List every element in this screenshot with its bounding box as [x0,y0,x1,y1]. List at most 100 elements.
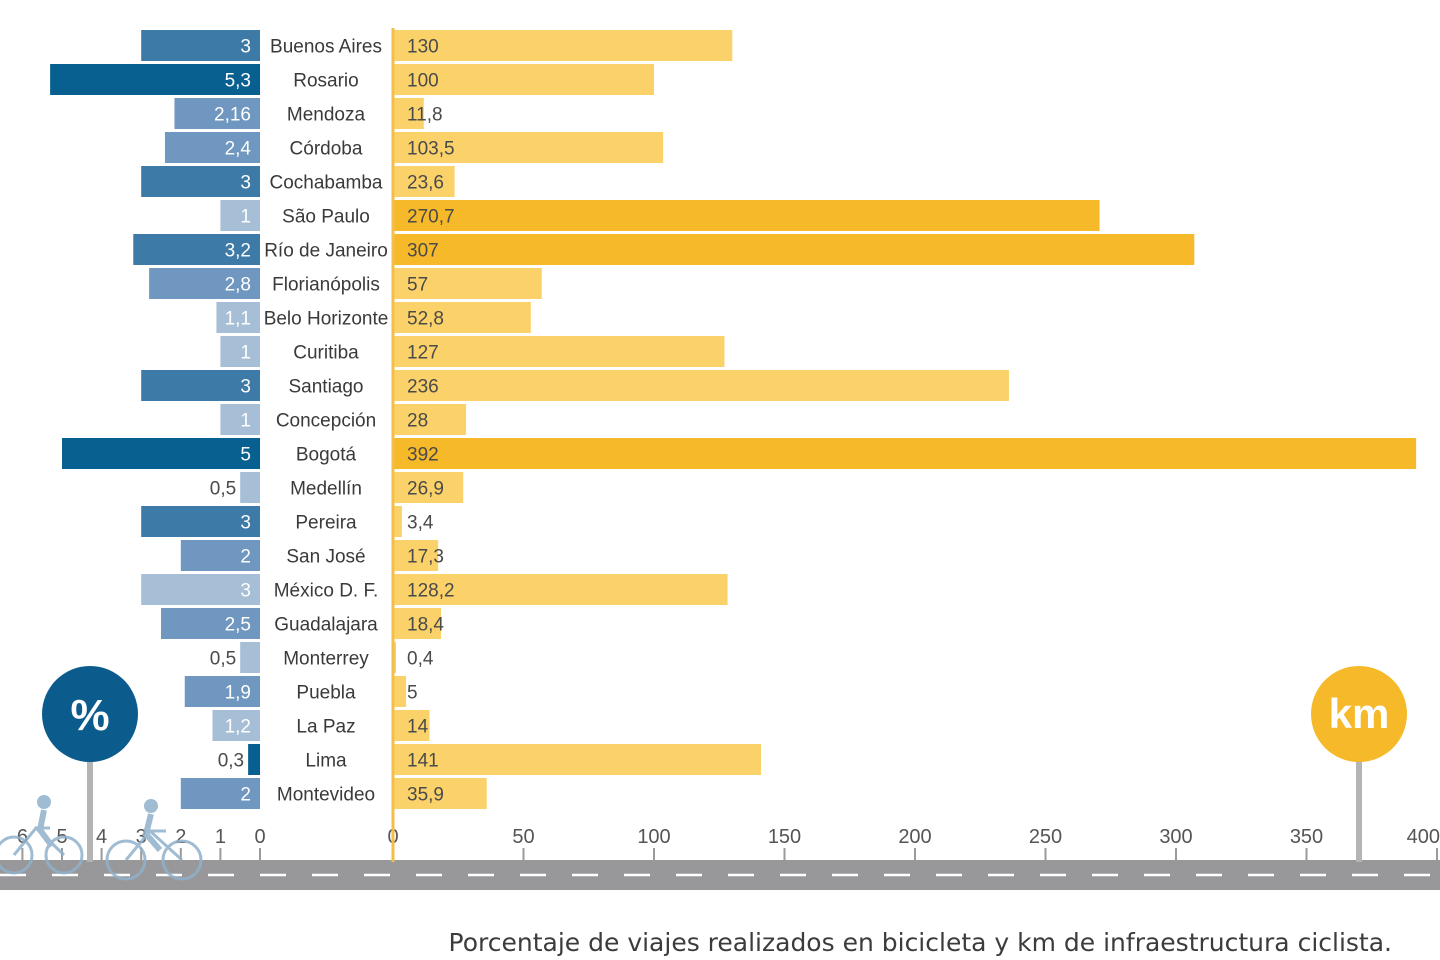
city-label: Río de Janeiro [264,241,388,262]
percent-value-label: 2 [240,785,251,806]
city-label: Florianópolis [272,275,380,296]
km-bar [393,506,402,537]
city-label: Belo Horizonte [264,309,389,330]
right-axis-tick-label: 250 [1029,826,1062,848]
km-bar [393,472,464,503]
percent-bar [141,30,260,61]
percent-value-label: 5,3 [225,71,251,92]
city-label: México D. F. [274,581,379,602]
percent-value-label: 3 [240,513,251,534]
percent-bar [180,778,260,809]
percent-value-label: 0,3 [218,751,244,772]
percent-value-label: 3 [240,37,251,58]
km-bars [393,30,1417,809]
right-axis-tick-label: 350 [1290,826,1323,848]
chart-caption: Porcentaje de viajes realizados en bicic… [449,928,1392,957]
km-bar [393,574,728,605]
percent-bar [220,336,260,367]
km-bar [393,540,439,571]
km-bar [393,200,1100,231]
left-axis-tick-label: 2 [175,826,186,848]
km-value-label: 100 [407,71,439,92]
city-label: São Paulo [282,207,370,228]
km-bar [393,676,407,707]
percent-value-label: 3 [240,173,251,194]
left-axis-tick-label: 6 [17,826,28,848]
km-value-label: 18,4 [407,615,444,636]
km-bar [393,302,531,333]
percent-bar [212,710,260,741]
percent-bar [180,540,260,571]
km-badge-label: km [1329,690,1390,737]
km-bar [393,336,725,367]
city-label: Lima [305,751,347,772]
left-axis-tick-label: 1 [215,826,226,848]
city-label: Córdoba [290,139,363,160]
percent-bar [216,302,260,333]
km-value-label: 35,9 [407,785,444,806]
km-bar [393,778,487,809]
km-bar [393,370,1009,401]
percent-value-label: 3,2 [225,241,251,262]
percent-bar [141,370,260,401]
km-value-label: 5 [407,683,418,704]
percent-bar [220,200,260,231]
percent-bar [62,438,260,469]
city-label: Montevideo [277,785,375,806]
km-bar [393,98,424,129]
percent-bar [220,404,260,435]
percent-value-label: 1 [240,343,251,364]
city-label: Pereira [295,513,357,534]
percent-bar [240,642,260,673]
percent-bar [141,574,260,605]
km-value-label: 236 [407,377,439,398]
right-axis-tick-label: 300 [1159,826,1192,848]
percent-value-label: 2 [240,547,251,568]
percent-bar [50,64,261,95]
percent-value-label: 2,5 [225,615,251,636]
right-axis-tick-label: 150 [768,826,801,848]
percent-bar [149,268,260,299]
cyclist-icon [0,795,84,875]
percent-value-label: 1 [240,207,251,228]
km-bar [393,234,1195,265]
percent-value-label: 5 [240,445,251,466]
percent-bar [141,166,260,197]
km-value-label: 28 [407,411,428,432]
city-label: Rosario [293,71,358,92]
km-value-label: 57 [407,275,428,296]
percent-bars [50,30,261,809]
km-value-label: 3,4 [407,513,434,534]
km-value-label: 130 [407,37,439,58]
city-label: Bogotá [296,445,357,466]
right-axis-tick-label: 200 [898,826,931,848]
percent-value-label: 3 [240,377,251,398]
percent-bar [174,98,260,129]
km-sign-post [1356,750,1362,862]
km-value-label: 26,9 [407,479,444,500]
km-value-label: 52,8 [407,309,444,330]
percent-value-label: 3 [240,581,251,602]
city-label: Concepción [276,411,376,432]
percent-value-label: 2,16 [214,105,251,126]
city-label: Puebla [296,683,356,704]
right-axis-tick-label: 50 [512,826,534,848]
city-label: Curitiba [293,343,359,364]
percent-bar [133,234,260,265]
left-axis-tick-label: 0 [254,826,265,848]
km-value-label: 23,6 [407,173,444,194]
city-label: Mendoza [287,105,366,126]
km-value-label: 11,8 [407,105,443,126]
percent-sign-post [87,750,93,862]
percent-value-label: 1,2 [225,717,251,738]
percent-value-label: 0,5 [210,649,236,670]
cyclist-icon [105,799,203,881]
city-label: San José [286,547,365,568]
percent-bar [164,132,260,163]
km-value-label: 128,2 [407,581,455,602]
km-value-label: 141 [407,751,439,772]
km-bar [393,744,762,775]
city-label: Medellín [290,479,362,500]
percent-badge [42,666,138,762]
